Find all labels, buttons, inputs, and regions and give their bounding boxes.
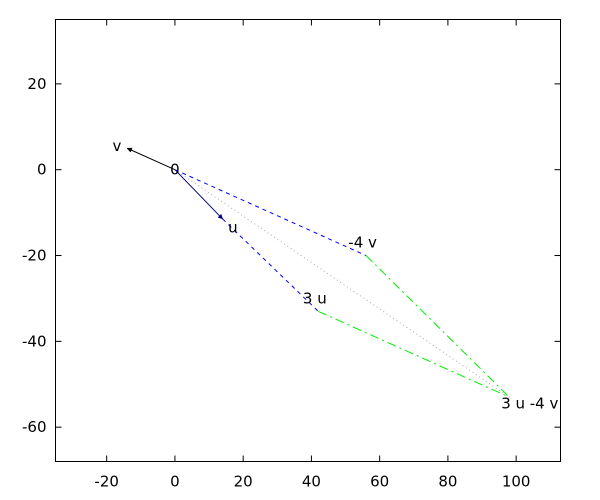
point-label: u	[228, 219, 238, 237]
point-label: -4 v	[348, 234, 377, 252]
vector-v	[126, 147, 176, 171]
segment-origin-to-minus4v	[174, 169, 367, 256]
y-tick-label: -20	[22, 247, 47, 265]
y-tick-label: -40	[22, 332, 47, 350]
plot-frame	[55, 19, 561, 462]
segment-origin-to-sum	[174, 169, 510, 398]
x-tick-label: 0	[170, 473, 180, 491]
point-label: 3 u -4 v	[501, 395, 558, 413]
y-tick-label: -60	[22, 418, 47, 436]
y-tick-label: 0	[37, 161, 47, 179]
segment-u-to-3u	[222, 218, 319, 312]
point-label: 3 u	[303, 289, 327, 307]
y-tick-label: 20	[27, 75, 46, 93]
x-tick-label: 40	[302, 473, 321, 491]
axis-ticks	[55, 19, 561, 462]
vector-v-arrowhead	[126, 147, 133, 153]
point-label: v	[112, 137, 121, 155]
x-tick-label: -20	[94, 473, 119, 491]
segment-minus4v-to-sum	[365, 255, 510, 398]
point-label: 0	[170, 161, 180, 179]
vector-u	[174, 169, 224, 220]
tick-labels-layer: -20 0 20 40 60 80 100 20 0 -20 -40 -60	[22, 75, 530, 491]
segment-3u-to-sum	[318, 310, 510, 398]
point-labels-layer: v 0 u -4 v 3 u 3 u -4 v	[112, 137, 558, 412]
segments-layer	[174, 169, 510, 398]
x-tick-label: 100	[502, 473, 531, 491]
x-tick-label: 80	[438, 473, 457, 491]
x-tick-label: 60	[370, 473, 389, 491]
vectors-layer	[126, 147, 224, 220]
x-tick-label: 20	[234, 473, 253, 491]
vector-u-arrowhead	[217, 213, 224, 220]
